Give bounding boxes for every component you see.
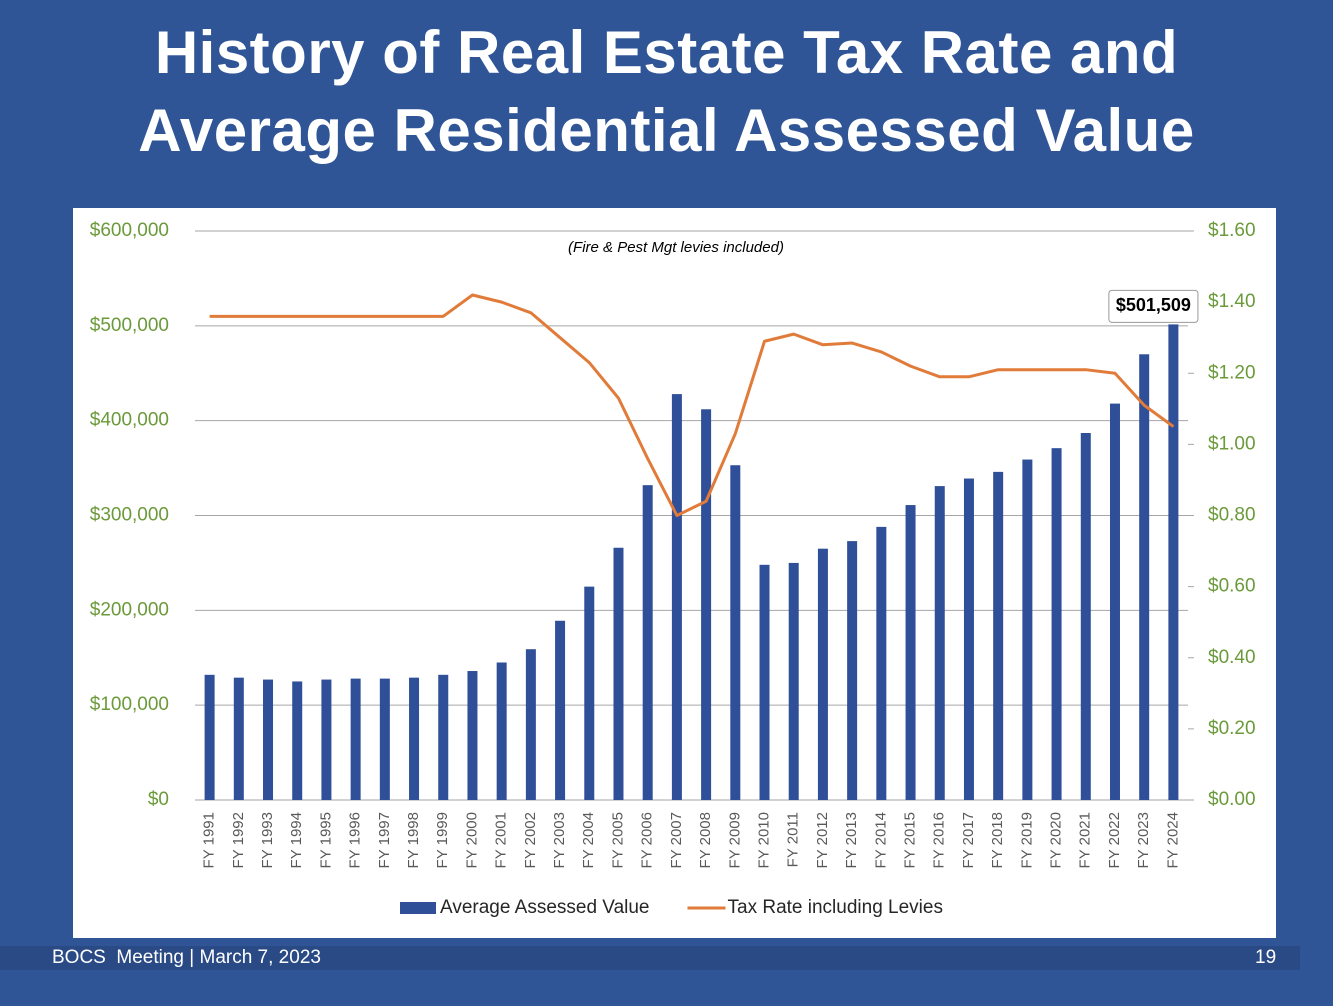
bar <box>934 486 945 800</box>
x-tick-label: FY 2021 <box>1077 812 1094 868</box>
x-tick-label: FY 2015 <box>902 812 919 868</box>
bar <box>379 678 390 800</box>
bar <box>496 662 507 800</box>
annotation: (Fire & Pest Mgt levies included) <box>568 239 784 256</box>
x-tick-label: FY 2014 <box>872 812 889 868</box>
bar <box>701 409 712 800</box>
data-label-box <box>1108 289 1199 323</box>
data-label: $501,509 <box>1116 295 1191 315</box>
bar <box>204 674 215 800</box>
legend-label: Tax Rate including Levies <box>728 897 943 918</box>
bar <box>1080 432 1091 800</box>
line <box>209 293 1175 517</box>
footer-bar <box>0 946 1300 970</box>
footer-text: BOCS Meeting | March 7, 2023 <box>52 947 321 968</box>
x-tick-label: FY 2022 <box>1106 812 1123 868</box>
chart: (Fire & Pest Mgt levies included) $0 $100… <box>73 208 1276 938</box>
y-tick-label: $500,000 <box>90 315 169 336</box>
x-tick-label: FY 1991 <box>201 812 218 868</box>
x-tick-label: FY 2010 <box>755 812 772 868</box>
x-tick-label: FY 1996 <box>347 812 364 868</box>
x-tick-label: FY 2008 <box>697 812 714 868</box>
bar <box>1139 354 1150 800</box>
bar <box>438 674 449 800</box>
page-number: 19 <box>1255 947 1277 968</box>
x-tick-label: FY 2017 <box>960 812 977 868</box>
y-tick-label: $300,000 <box>90 505 169 526</box>
bar <box>905 505 916 800</box>
bar <box>467 671 478 800</box>
bar <box>730 465 741 800</box>
x-tick-label: FY 2019 <box>1018 812 1035 868</box>
bar <box>409 677 420 800</box>
bar <box>584 586 595 800</box>
bar <box>321 679 332 800</box>
x-tick-label: FY 2012 <box>814 812 831 868</box>
bar <box>759 564 770 800</box>
x-tick-label: FY 2007 <box>668 812 685 868</box>
x-tick-label: FY 2005 <box>609 812 626 868</box>
bar <box>817 548 828 800</box>
y2-tick-label: $0.00 <box>1208 789 1256 810</box>
x-tick-label: FY 1994 <box>288 812 305 868</box>
x-tick-label: FY 1992 <box>230 812 247 868</box>
legend-label: Average Assessed Value <box>440 897 650 918</box>
y2-tick-label: $0.40 <box>1208 647 1256 668</box>
bar <box>555 620 566 800</box>
x-tick-label: FY 2016 <box>931 812 948 868</box>
y2-tick-label: $0.80 <box>1208 505 1256 526</box>
bar <box>993 471 1004 800</box>
x-tick-label: FY 2023 <box>1135 812 1152 868</box>
slide-title: History of Real Estate Tax Rate and Aver… <box>138 19 1195 164</box>
y2-tick-label: $1.60 <box>1208 220 1256 241</box>
legend-swatch <box>400 902 436 914</box>
y2-tick-label: $1.40 <box>1208 291 1256 312</box>
x-tick-label: FY 2001 <box>493 812 510 868</box>
y-tick-label: $0 <box>148 789 169 810</box>
x-tick-label: FY 2009 <box>726 812 743 868</box>
bar <box>613 547 624 800</box>
y2-tick-label: $0.60 <box>1208 576 1256 597</box>
x-tick-label: FY 1997 <box>376 812 393 868</box>
y-tick-label: $600,000 <box>90 220 169 241</box>
bar <box>350 678 361 800</box>
x-tick-label: FY 2020 <box>1048 812 1065 868</box>
x-tick-label: FY 2002 <box>522 812 539 868</box>
x-tick-label: FY 2013 <box>843 812 860 868</box>
y-tick-label: $100,000 <box>90 694 169 715</box>
x-tick-label: FY 2004 <box>580 812 597 868</box>
bar <box>1022 459 1033 800</box>
y2-tick-label: $0.20 <box>1208 718 1256 739</box>
y2-tick-label: $1.00 <box>1208 433 1256 454</box>
bar <box>233 677 244 800</box>
bar <box>263 679 274 800</box>
x-tick-label: FY 1999 <box>434 812 451 868</box>
bar <box>847 541 858 800</box>
bar <box>1109 403 1120 800</box>
y-tick-label: $200,000 <box>90 599 169 620</box>
x-tick-label: FY 1995 <box>317 812 334 868</box>
bar <box>642 485 653 800</box>
bar <box>671 394 682 800</box>
y-tick-label: $400,000 <box>90 410 169 431</box>
x-tick-label: FY 2018 <box>989 812 1006 868</box>
x-tick-label: FY 2024 <box>1164 812 1181 868</box>
bar <box>963 478 974 800</box>
bar <box>292 681 303 800</box>
bar <box>788 562 799 800</box>
x-tick-label: FY 2000 <box>463 812 480 868</box>
bar <box>1168 324 1179 800</box>
y2-tick-label: $1.20 <box>1208 362 1256 383</box>
x-tick-label: FY 2011 <box>785 812 802 867</box>
bar <box>876 526 887 800</box>
bar <box>525 649 536 800</box>
x-tick-label: FY 1998 <box>405 812 422 868</box>
x-tick-label: FY 2006 <box>639 812 656 868</box>
x-tick-label: FY 2003 <box>551 812 568 868</box>
x-tick-label: FY 1993 <box>259 812 276 868</box>
bar <box>1051 448 1062 800</box>
